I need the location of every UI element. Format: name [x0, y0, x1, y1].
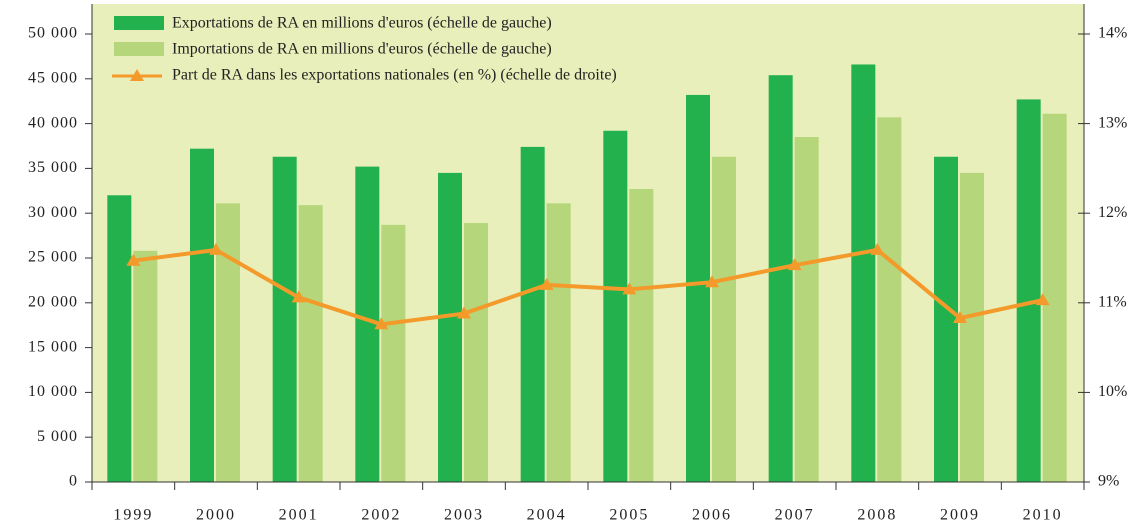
x-tick-label: 2006: [692, 507, 732, 524]
y-tick-label: 20 000: [28, 293, 78, 310]
legend-label: Exportations de RA en millions d'euros (…: [172, 15, 552, 32]
bar: [794, 137, 819, 483]
marker: [622, 282, 637, 295]
bar: [438, 172, 462, 482]
y-tick-label: 15 000: [28, 338, 78, 355]
y2-tick-label: 12%: [1098, 204, 1127, 221]
bar: [381, 224, 406, 482]
bar: [190, 148, 214, 483]
x-tick-label: 2000: [196, 507, 236, 524]
x-tick-label: 2008: [857, 507, 897, 524]
legend-label: Importations de RA en millions d'euros (…: [172, 41, 552, 58]
bar: [1016, 99, 1041, 483]
bar: [272, 156, 297, 482]
y-tick-label: 25 000: [28, 249, 78, 266]
bar: [851, 64, 876, 483]
x-tick-label: 2002: [361, 507, 401, 524]
bar: [298, 205, 323, 483]
marker: [457, 306, 471, 319]
bar: [960, 172, 984, 482]
legend-marker: [130, 69, 144, 81]
line: [133, 247, 1044, 327]
bar: [603, 130, 628, 482]
marker: [374, 317, 389, 330]
legend-swatch: [114, 16, 164, 30]
bar: [934, 156, 958, 482]
bar: [546, 203, 571, 482]
y-tick-label: 45 000: [28, 69, 78, 86]
plot-background: [92, 4, 1084, 482]
marker: [870, 242, 885, 255]
bar: [686, 94, 710, 482]
marker: [126, 253, 141, 266]
y2-tick-label: 11%: [1098, 293, 1127, 310]
y-tick-label: 30 000: [28, 204, 78, 221]
y-tick-label: 10 000: [28, 383, 78, 400]
y2-tick-label: 9%: [1098, 473, 1119, 490]
marker: [539, 277, 554, 290]
marker: [953, 311, 967, 324]
x-tick-label: 2003: [444, 507, 484, 524]
marker: [291, 290, 306, 303]
x-tick-label: 2009: [940, 507, 980, 524]
y-tick-label: 50 000: [28, 25, 78, 42]
x-tick-label: 1999: [113, 507, 153, 524]
y-tick-label: 35 000: [28, 159, 78, 176]
y-tick-label: 40 000: [28, 114, 78, 131]
marker: [787, 258, 802, 271]
x-tick-label: 2004: [527, 507, 567, 524]
bar: [216, 203, 240, 482]
x-tick-label: 2010: [1023, 507, 1063, 524]
bar: [520, 146, 545, 482]
marker: [1035, 293, 1050, 306]
bar: [877, 117, 902, 482]
bar: [464, 223, 488, 482]
y2-tick-label: 14%: [1098, 25, 1127, 42]
bar: [712, 156, 736, 482]
x-tick-label: 2005: [609, 507, 649, 524]
y-tick-label: 5 000: [37, 428, 78, 445]
x-tick-label: 2001: [279, 507, 319, 524]
y-tick-label: 0: [69, 473, 78, 490]
marker: [705, 275, 719, 288]
bar: [629, 189, 654, 482]
marker: [209, 242, 223, 255]
bar: [1042, 113, 1067, 482]
y2-tick-label: 13%: [1098, 114, 1127, 131]
y2-tick-label: 10%: [1098, 383, 1127, 400]
bar: [768, 75, 793, 482]
bar: [133, 250, 158, 482]
x-tick-label: 2007: [775, 507, 815, 524]
bar: [107, 195, 132, 482]
legend-swatch: [114, 42, 164, 56]
legend-label: Part de RA dans les exportations nationa…: [172, 67, 617, 84]
